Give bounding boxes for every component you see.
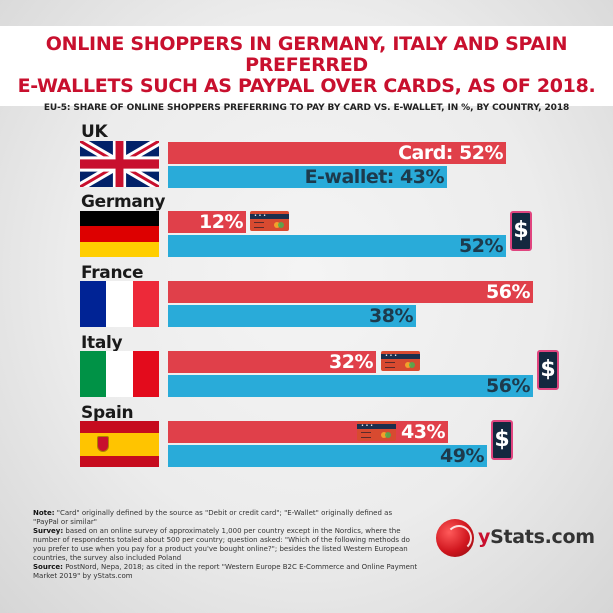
france-flag-icon bbox=[80, 281, 159, 327]
survey-paragraph: Survey: based on an online survey of app… bbox=[33, 527, 418, 563]
source-text: PostNord, Nepa, 2018; as cited in the re… bbox=[33, 563, 418, 580]
country-label-uk: UK bbox=[81, 122, 108, 142]
footnotes: Note: "Card" originally defined by the s… bbox=[33, 509, 418, 581]
country-label-italy: Italy bbox=[81, 333, 123, 353]
credit-card-icon: • • • bbox=[381, 351, 420, 371]
italy-flag-icon bbox=[80, 351, 159, 397]
note-text: "Card" originally defined by the source … bbox=[33, 509, 393, 526]
spain-flag-icon bbox=[80, 421, 159, 467]
source-label: Source: bbox=[33, 563, 63, 571]
bar-wallet-italy: 56% bbox=[168, 375, 533, 397]
credit-card-icon: • • • bbox=[357, 421, 396, 441]
country-label-france: France bbox=[81, 263, 144, 283]
e-wallet-phone-icon: $ bbox=[510, 211, 532, 251]
note-paragraph: Note: "Card" originally defined by the s… bbox=[33, 509, 418, 527]
bar-card-italy: 32% bbox=[168, 351, 376, 373]
spain-coat-of-arms-icon bbox=[97, 435, 109, 452]
logo-rest: Stats.com bbox=[490, 526, 595, 548]
title-line-2: E-WALLETS SUCH AS PAYPAL OVER CARDS, AS … bbox=[17, 75, 596, 97]
country-label-germany: Germany bbox=[81, 192, 166, 212]
bar-wallet-france: 38% bbox=[168, 305, 416, 327]
survey-label: Survey: bbox=[33, 527, 64, 535]
germany-flag-icon bbox=[80, 211, 159, 257]
ystats-globe-icon bbox=[436, 519, 474, 557]
chart-subtitle: EU-5: SHARE OF ONLINE SHOPPERS PREFERRIN… bbox=[43, 103, 570, 113]
bar-card-germany: 12% bbox=[168, 211, 246, 233]
logo-wordmark: yStats.com bbox=[478, 526, 595, 548]
survey-text: based on an online survey of approximate… bbox=[33, 527, 410, 562]
bar-card-spain: 43% bbox=[168, 421, 448, 443]
bar-card-uk: Card: 52% bbox=[168, 142, 506, 164]
bar-wallet-uk: E-wallet: 43% bbox=[168, 166, 447, 188]
bar-wallet-spain: 49% bbox=[168, 445, 487, 467]
source-paragraph: Source: PostNord, Nepa, 2018; as cited i… bbox=[33, 563, 418, 581]
e-wallet-phone-icon: $ bbox=[491, 420, 513, 460]
title-line-1: ONLINE SHOPPERS IN GERMANY, ITALY AND SP… bbox=[45, 33, 568, 76]
chart-header: ONLINE SHOPPERS IN GERMANY, ITALY AND SP… bbox=[0, 26, 613, 113]
credit-card-icon: • • • bbox=[250, 211, 289, 231]
chart-title: ONLINE SHOPPERS IN GERMANY, ITALY AND SP… bbox=[0, 34, 613, 97]
note-label: Note: bbox=[33, 509, 55, 517]
country-label-spain: Spain bbox=[81, 403, 134, 423]
logo-y: y bbox=[478, 526, 491, 548]
e-wallet-phone-icon: $ bbox=[537, 350, 559, 390]
bar-wallet-germany: 52% bbox=[168, 235, 506, 257]
uk-flag-icon bbox=[80, 141, 159, 187]
ystats-logo: yStats.com bbox=[436, 517, 606, 561]
bar-card-france: 56% bbox=[168, 281, 533, 303]
